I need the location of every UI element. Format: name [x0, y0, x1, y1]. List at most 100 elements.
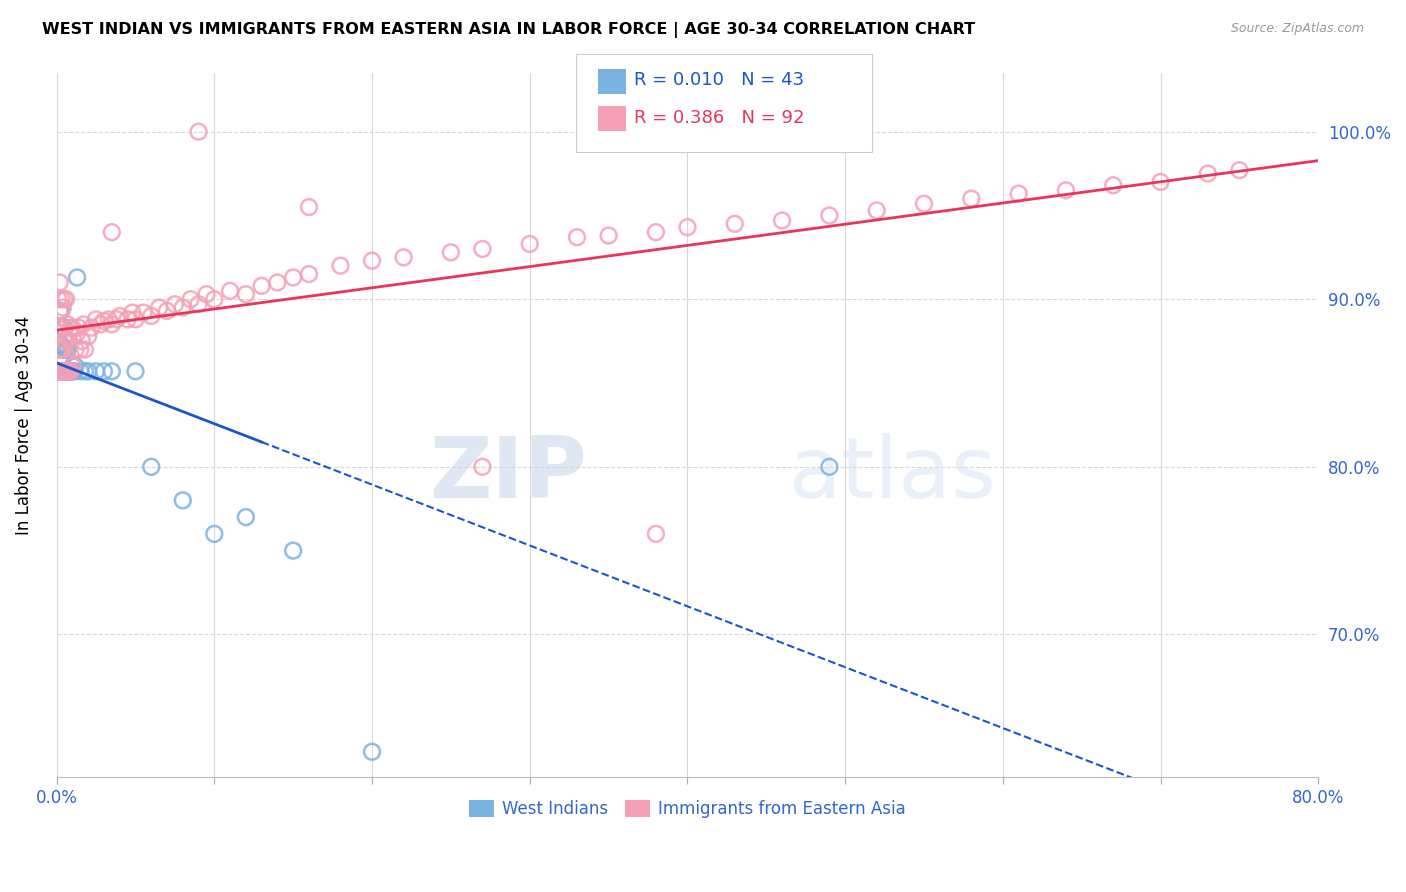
Point: [329, 259, 352, 273]
Point: [298, 267, 321, 281]
Y-axis label: In Labor Force | Age 30-34: In Labor Force | Age 30-34: [15, 315, 32, 534]
Point: [59, 320, 82, 334]
Point: [1229, 163, 1251, 178]
Point: [55, 292, 77, 306]
Point: [645, 526, 668, 541]
Point: [108, 309, 131, 323]
Point: [676, 220, 699, 235]
Point: [77, 329, 100, 343]
Point: [53, 364, 76, 378]
Point: [49, 320, 72, 334]
Point: [55, 364, 77, 378]
Text: WEST INDIAN VS IMMIGRANTS FROM EASTERN ASIA IN LABOR FORCE | AGE 30-34 CORRELATI: WEST INDIAN VS IMMIGRANTS FROM EASTERN A…: [42, 22, 976, 38]
Point: [93, 314, 115, 328]
Point: [66, 326, 89, 340]
Point: [960, 192, 983, 206]
Point: [132, 305, 155, 319]
Point: [49, 337, 72, 351]
Point: [52, 364, 75, 378]
Point: [53, 343, 76, 357]
Point: [51, 364, 73, 378]
Point: [141, 309, 163, 323]
Point: [645, 225, 668, 239]
Point: [52, 301, 75, 315]
Point: [59, 364, 82, 378]
Point: [163, 297, 186, 311]
Point: [202, 292, 225, 306]
Point: [55, 334, 77, 348]
Point: [90, 318, 112, 332]
Point: [440, 245, 463, 260]
Point: [124, 364, 146, 378]
Point: [818, 459, 841, 474]
Point: [187, 125, 209, 139]
Point: [124, 312, 146, 326]
Point: [73, 343, 96, 357]
Point: [60, 359, 83, 374]
Point: [59, 364, 82, 378]
Point: [46, 292, 69, 306]
Text: ZIP: ZIP: [429, 433, 586, 516]
Point: [46, 320, 69, 334]
Point: [912, 196, 935, 211]
Point: [361, 745, 384, 759]
Point: [65, 359, 87, 374]
Point: [52, 364, 75, 378]
Point: [471, 459, 494, 474]
Point: [172, 301, 194, 315]
Point: [56, 318, 79, 332]
Text: R = 0.386   N = 92: R = 0.386 N = 92: [634, 109, 804, 127]
Point: [148, 301, 170, 315]
Point: [63, 364, 86, 378]
Point: [55, 343, 77, 357]
Point: [49, 326, 72, 340]
Point: [46, 343, 69, 357]
Point: [235, 510, 257, 524]
Point: [49, 364, 72, 378]
Point: [172, 493, 194, 508]
Point: [101, 225, 124, 239]
Text: atlas: atlas: [789, 433, 997, 516]
Point: [52, 320, 75, 334]
Point: [58, 326, 80, 340]
Point: [46, 364, 69, 378]
Point: [97, 312, 120, 326]
Point: [235, 287, 257, 301]
Point: [1102, 178, 1125, 193]
Point: [141, 459, 163, 474]
Point: [46, 337, 69, 351]
Point: [1054, 183, 1077, 197]
Point: [67, 320, 90, 334]
Point: [60, 364, 83, 378]
Legend: West Indians, Immigrants from Eastern Asia: West Indians, Immigrants from Eastern As…: [463, 793, 912, 825]
Point: [392, 250, 415, 264]
Point: [46, 364, 69, 378]
Point: [53, 364, 76, 378]
Point: [202, 526, 225, 541]
Point: [70, 334, 93, 348]
Point: [117, 312, 139, 326]
Point: [121, 305, 143, 319]
Point: [58, 334, 80, 348]
Point: [53, 320, 76, 334]
Point: [51, 292, 73, 306]
Point: [53, 334, 76, 348]
Point: [180, 292, 202, 306]
Point: [51, 343, 73, 357]
Point: [52, 343, 75, 357]
Point: [93, 364, 115, 378]
Point: [49, 364, 72, 378]
Point: [770, 213, 793, 227]
Point: [51, 354, 73, 368]
Point: [73, 364, 96, 378]
Point: [298, 200, 321, 214]
Point: [361, 253, 384, 268]
Point: [598, 228, 620, 243]
Point: [84, 312, 107, 326]
Point: [77, 364, 100, 378]
Point: [49, 304, 72, 318]
Point: [69, 364, 91, 378]
Point: [283, 543, 305, 558]
Point: [56, 364, 79, 378]
Point: [60, 320, 83, 334]
